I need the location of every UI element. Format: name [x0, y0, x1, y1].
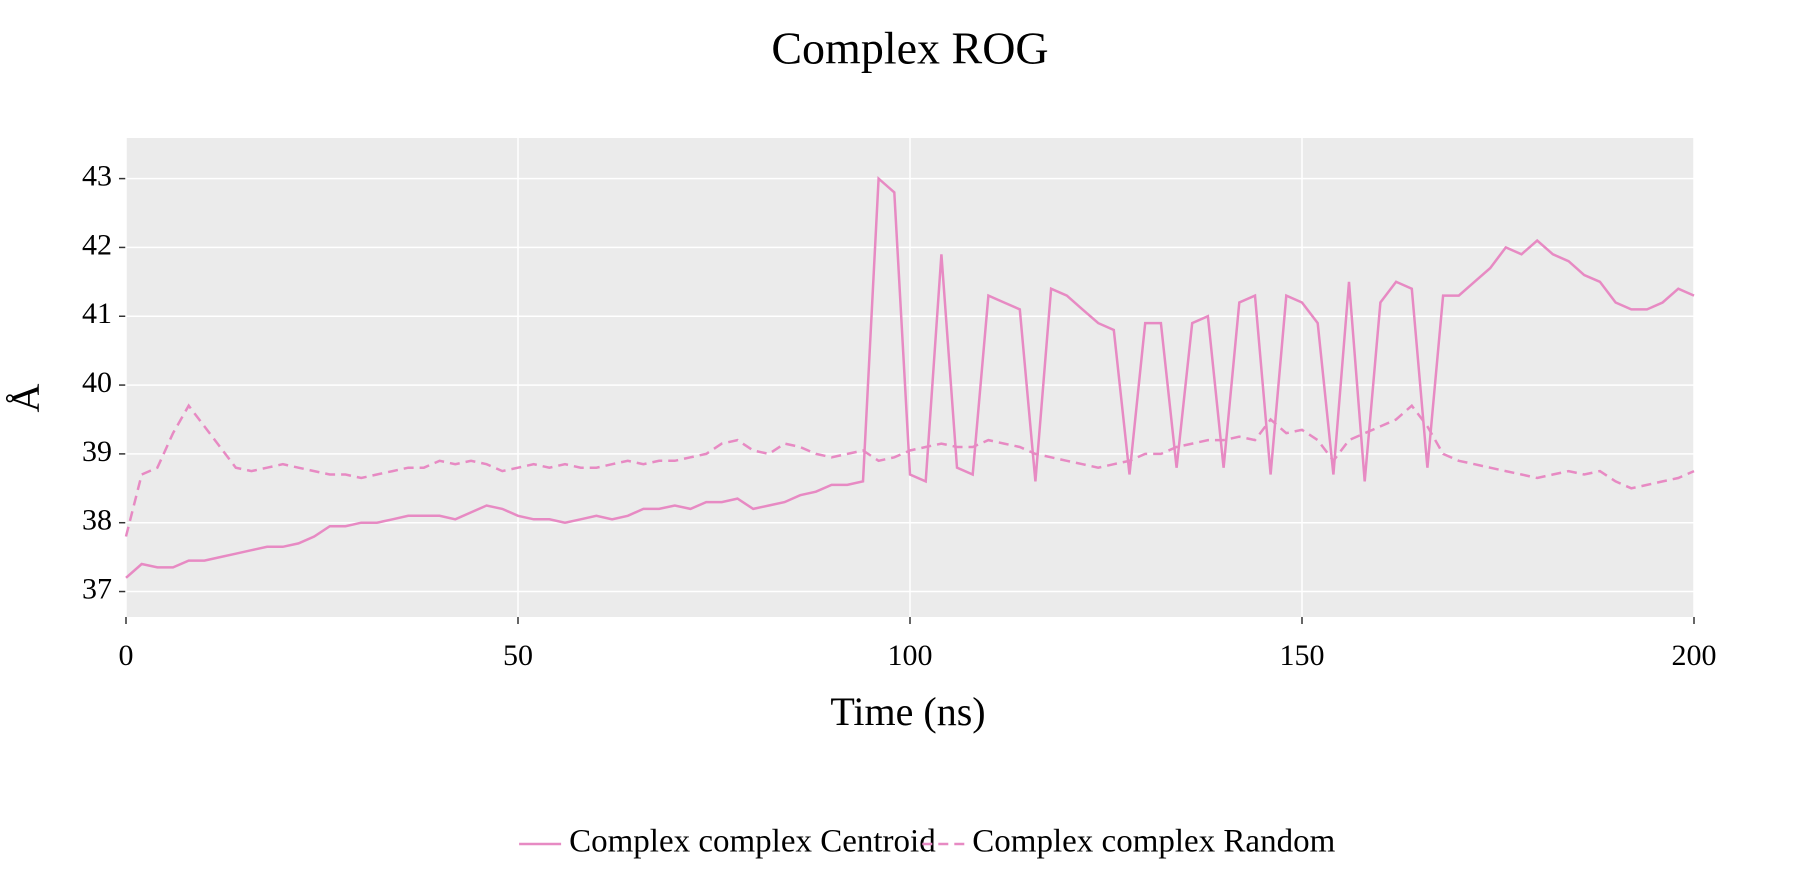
y-tick-label: 37 — [82, 572, 112, 605]
y-axis-title: Å — [3, 383, 48, 412]
y-tick-label: 43 — [82, 159, 112, 192]
x-tick-label: 0 — [119, 639, 134, 672]
legend-label: Complex complex Random — [972, 824, 1335, 860]
x-tick-label: 50 — [503, 639, 533, 672]
x-tick-label: 150 — [1280, 639, 1325, 672]
chart-title: Complex ROG — [771, 23, 1048, 74]
y-tick-label: 42 — [82, 228, 112, 261]
y-tick-label: 40 — [82, 366, 112, 399]
y-tick-label: 41 — [82, 297, 112, 330]
x-tick-label: 100 — [888, 639, 933, 672]
line-series — [125, 175, 1695, 579]
x-tick-label: 200 — [1672, 639, 1717, 672]
legend-label: Complex complex Centroid — [569, 824, 936, 860]
y-tick-label: 39 — [82, 435, 112, 468]
x-axis-title: Time (ns) — [830, 689, 985, 734]
line-series — [124, 403, 1695, 537]
y-tick-label: 38 — [82, 504, 112, 537]
